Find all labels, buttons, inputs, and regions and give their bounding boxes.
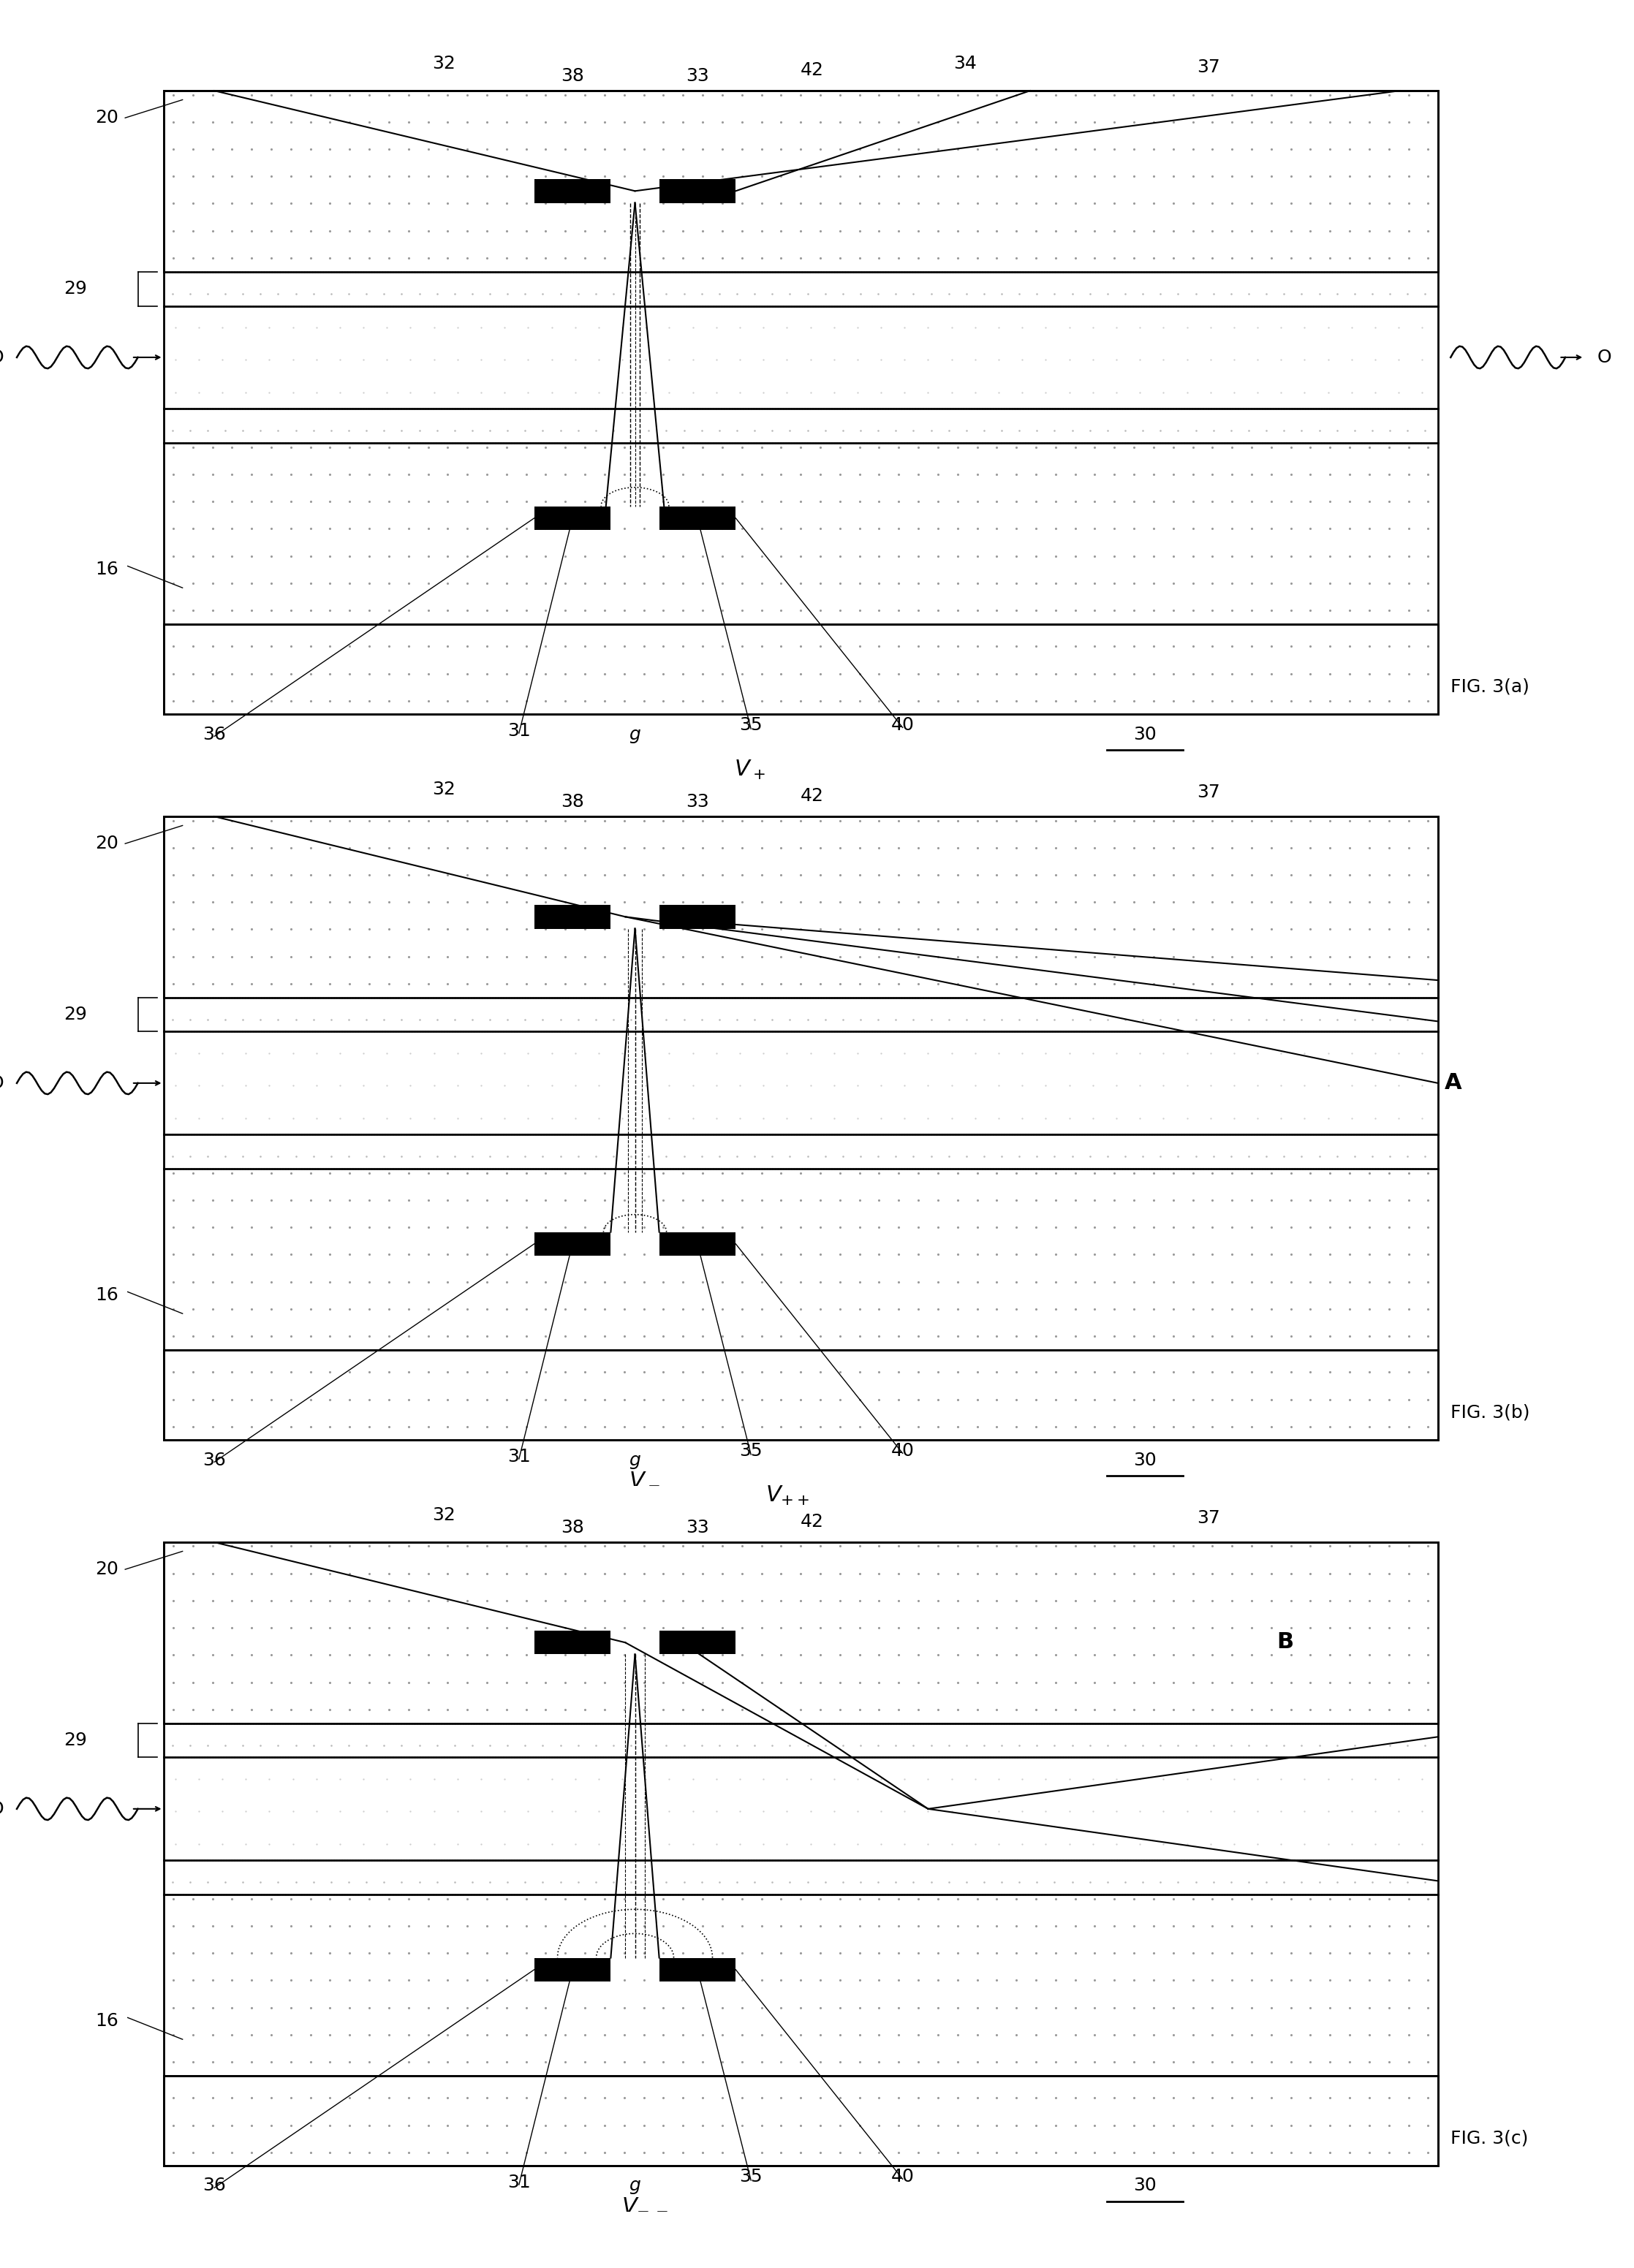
Text: 35: 35 — [740, 717, 763, 733]
Text: FIG. 3(a): FIG. 3(a) — [1451, 678, 1529, 696]
Text: 29: 29 — [64, 1005, 87, 1023]
Text: 32: 32 — [431, 780, 456, 798]
Text: 32: 32 — [431, 54, 456, 73]
Bar — [659, 506, 735, 531]
Bar — [163, 816, 1438, 1440]
Text: 30: 30 — [1132, 1452, 1157, 1470]
Text: B: B — [1276, 1631, 1294, 1653]
Text: 31: 31 — [508, 1449, 531, 1465]
Text: 36: 36 — [203, 726, 225, 744]
Bar — [163, 624, 1438, 714]
Text: 34: 34 — [953, 54, 977, 73]
Bar — [163, 1542, 1438, 2166]
Bar — [659, 1232, 735, 1256]
Text: 32: 32 — [431, 1506, 456, 1524]
Text: 36: 36 — [203, 2177, 225, 2195]
Text: 31: 31 — [508, 723, 531, 739]
Text: 20: 20 — [95, 835, 119, 853]
Text: 42: 42 — [801, 787, 824, 805]
Text: O: O — [0, 349, 5, 365]
Bar — [163, 306, 1438, 408]
Bar — [534, 179, 611, 202]
Text: 38: 38 — [560, 794, 585, 810]
Bar — [659, 905, 735, 928]
Text: $V_-$: $V_-$ — [629, 1467, 660, 1488]
Text: A: A — [1444, 1073, 1461, 1093]
Text: 33: 33 — [686, 1520, 709, 1535]
Text: 35: 35 — [740, 2168, 763, 2184]
Bar — [534, 1957, 611, 1982]
Text: 40: 40 — [891, 1442, 915, 1458]
Text: 16: 16 — [95, 2012, 119, 2030]
Bar — [163, 91, 1438, 272]
Bar — [659, 1957, 735, 1982]
Text: g: g — [629, 1452, 641, 1470]
Text: 20: 20 — [95, 109, 119, 127]
Bar — [163, 1542, 1438, 1724]
Bar — [659, 179, 735, 202]
Text: 16: 16 — [95, 560, 119, 578]
Bar — [163, 2075, 1438, 2166]
Text: 30: 30 — [1132, 726, 1157, 744]
Text: O: O — [0, 1801, 5, 1817]
Bar — [534, 905, 611, 928]
Bar — [163, 816, 1438, 998]
Text: 37: 37 — [1196, 59, 1221, 75]
Text: 42: 42 — [801, 1513, 824, 1531]
Text: 20: 20 — [95, 1560, 119, 1579]
Text: 38: 38 — [560, 1520, 585, 1535]
Bar — [534, 506, 611, 531]
Text: 29: 29 — [64, 1730, 87, 1749]
Text: 36: 36 — [203, 1452, 225, 1470]
Text: 31: 31 — [508, 2175, 531, 2191]
Bar — [534, 1631, 611, 1653]
Text: g: g — [629, 2177, 641, 2195]
Bar — [163, 1758, 1438, 1860]
Text: 30: 30 — [1132, 2177, 1157, 2195]
Bar — [659, 1631, 735, 1653]
Text: $V_+$: $V_+$ — [734, 758, 765, 780]
Text: 35: 35 — [740, 1442, 763, 1458]
Text: 33: 33 — [686, 794, 709, 810]
Text: $V_{++}$: $V_{++}$ — [766, 1483, 810, 1506]
Text: 40: 40 — [891, 717, 915, 733]
Text: 42: 42 — [801, 61, 824, 79]
Text: $V_{-\,-}$: $V_{-\,-}$ — [621, 2193, 668, 2214]
Text: 37: 37 — [1196, 785, 1221, 801]
Bar — [163, 1032, 1438, 1134]
Text: 38: 38 — [560, 68, 585, 84]
Text: 33: 33 — [686, 68, 709, 84]
Bar — [534, 1232, 611, 1256]
Text: g: g — [629, 726, 641, 744]
Text: 37: 37 — [1196, 1510, 1221, 1526]
Bar — [163, 1349, 1438, 1440]
Text: 40: 40 — [891, 2168, 915, 2184]
Text: O: O — [0, 1075, 5, 1091]
Text: O: O — [1598, 349, 1611, 365]
Text: 29: 29 — [64, 279, 87, 297]
Text: FIG. 3(c): FIG. 3(c) — [1451, 2130, 1528, 2148]
Text: 16: 16 — [95, 1286, 119, 1304]
Bar — [163, 91, 1438, 714]
Text: FIG. 3(b): FIG. 3(b) — [1451, 1404, 1529, 1422]
